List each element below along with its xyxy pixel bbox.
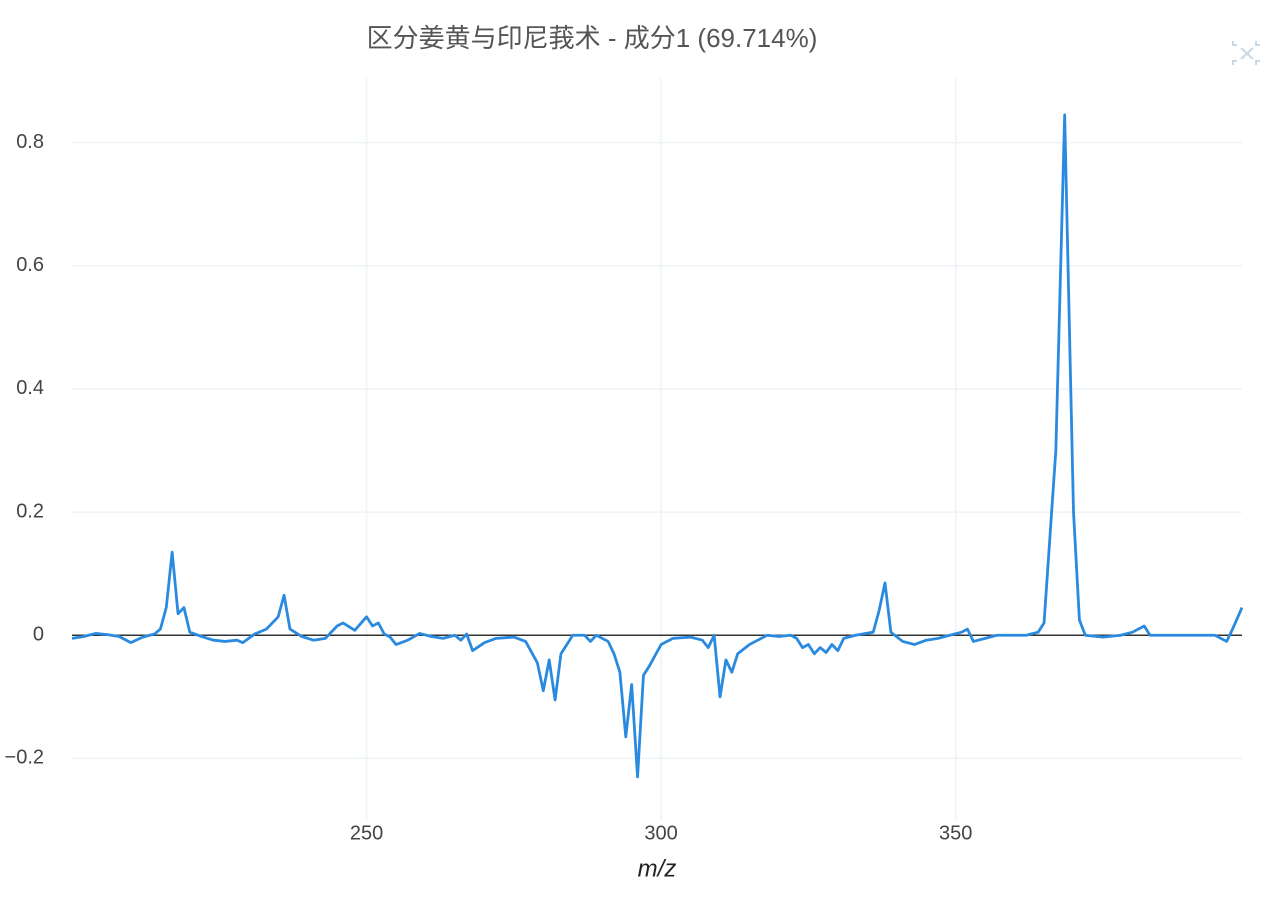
fullscreen-icon[interactable] xyxy=(1232,41,1260,65)
chart-title: 区分姜黄与印尼莪术 - 成分1 (69.714%) xyxy=(367,23,818,53)
y-tick-label: 0.8 xyxy=(16,131,44,153)
x-tick-label: 350 xyxy=(939,822,972,844)
data-line xyxy=(71,113,1244,779)
y-tick-label: −0.2 xyxy=(5,747,44,769)
x-tick-label: 250 xyxy=(350,822,383,844)
y-tick-label: 0 xyxy=(33,624,44,646)
y-tick-label: 0.4 xyxy=(16,377,44,399)
y-tick-label: 0.2 xyxy=(16,500,44,522)
x-tick-label: 300 xyxy=(644,822,677,844)
y-tick-label: 0.6 xyxy=(16,254,44,276)
x-axis-label: m/z xyxy=(638,855,677,882)
